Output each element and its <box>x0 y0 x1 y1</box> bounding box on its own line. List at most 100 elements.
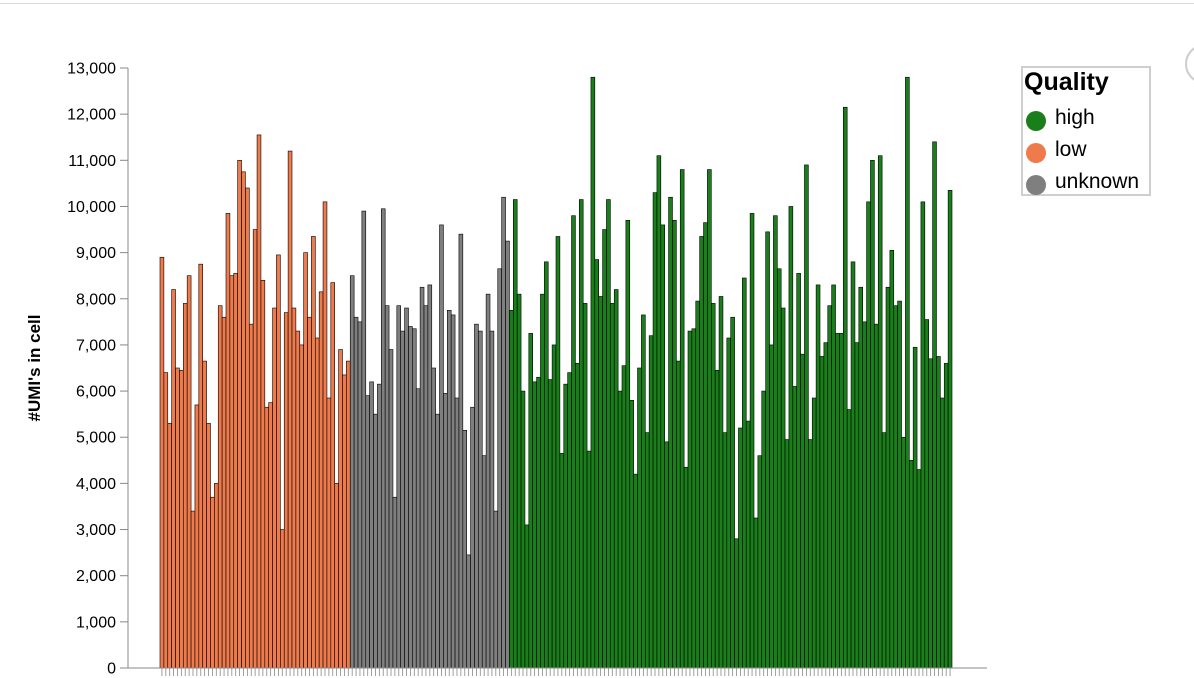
bar-unknown[interactable] <box>404 307 409 669</box>
bar-high[interactable] <box>679 169 685 669</box>
bar-unknown[interactable] <box>357 321 363 669</box>
bar-unknown[interactable] <box>489 330 495 669</box>
bar-high[interactable] <box>722 432 728 669</box>
bar-low[interactable] <box>190 510 196 669</box>
bar-high[interactable] <box>850 261 856 669</box>
bar-low[interactable] <box>295 330 301 669</box>
bar-high[interactable] <box>644 432 650 669</box>
legend-item-low[interactable]: low <box>1023 136 1151 166</box>
bar-unknown[interactable] <box>408 326 413 669</box>
bar-high[interactable] <box>551 344 557 669</box>
bar-low[interactable] <box>221 316 227 669</box>
bar-low[interactable] <box>206 423 211 669</box>
bar-high[interactable] <box>734 538 739 669</box>
bar-low[interactable] <box>338 349 343 669</box>
bar-high[interactable] <box>796 273 801 669</box>
bar-unknown[interactable] <box>396 305 402 669</box>
bar-high[interactable] <box>520 390 526 669</box>
bar-low[interactable] <box>303 252 308 669</box>
bar-high[interactable] <box>749 213 755 669</box>
bar-high[interactable] <box>598 296 603 669</box>
bar-high[interactable] <box>854 342 860 669</box>
bar-high[interactable] <box>567 372 572 669</box>
bar-unknown[interactable] <box>412 328 417 669</box>
bar-high[interactable] <box>516 293 522 669</box>
bar-high[interactable] <box>862 321 867 669</box>
bar-unknown[interactable] <box>377 383 382 669</box>
bar-high[interactable] <box>617 390 623 669</box>
bar-unknown[interactable] <box>419 286 425 669</box>
bar-high[interactable] <box>656 155 662 669</box>
bar-high[interactable] <box>710 303 716 669</box>
legend-item-high[interactable]: high <box>1023 104 1151 134</box>
bar-unknown[interactable] <box>485 293 491 669</box>
bar-unknown[interactable] <box>388 349 394 669</box>
bar-high[interactable] <box>819 356 825 669</box>
bar-high[interactable] <box>687 330 693 669</box>
bar-high[interactable] <box>652 192 658 669</box>
bar-high[interactable] <box>780 307 786 669</box>
bar-unknown[interactable] <box>478 330 483 669</box>
bar-low[interactable] <box>171 289 176 669</box>
bar-low[interactable] <box>346 360 351 669</box>
bar-high[interactable] <box>660 224 666 669</box>
bar-low[interactable] <box>280 529 285 669</box>
bar-high[interactable] <box>912 346 918 669</box>
bar-high[interactable] <box>858 286 864 669</box>
bar-high[interactable] <box>571 215 576 669</box>
bar-high[interactable] <box>633 473 638 669</box>
bar-unknown[interactable] <box>458 233 464 669</box>
bar-high[interactable] <box>870 160 875 669</box>
bar-high[interactable] <box>928 358 933 669</box>
bar-high[interactable] <box>889 250 895 669</box>
bar-unknown[interactable] <box>462 430 468 669</box>
bar-low[interactable] <box>182 303 188 669</box>
bar-high[interactable] <box>831 284 836 669</box>
bar-low[interactable] <box>291 307 297 669</box>
bar-high[interactable] <box>606 199 611 669</box>
bar-high[interactable] <box>555 236 561 669</box>
bar-high[interactable] <box>842 106 848 669</box>
bar-high[interactable] <box>936 356 941 669</box>
bar-low[interactable] <box>314 337 320 669</box>
bar-high[interactable] <box>788 206 794 669</box>
bar-high[interactable] <box>808 439 813 669</box>
bar-high[interactable] <box>641 314 646 669</box>
bar-high[interactable] <box>707 169 712 669</box>
bar-low[interactable] <box>252 229 258 669</box>
bar-high[interactable] <box>703 222 708 669</box>
bar-high[interactable] <box>676 360 681 669</box>
bar-high[interactable] <box>613 289 619 669</box>
bar-high[interactable] <box>874 323 879 669</box>
bar-high[interactable] <box>905 76 910 669</box>
bar-high[interactable] <box>602 229 607 669</box>
bar-high[interactable] <box>811 397 817 669</box>
bar-high[interactable] <box>578 199 584 669</box>
bar-unknown[interactable] <box>353 316 359 669</box>
bar-high[interactable] <box>610 303 615 669</box>
bar-high[interactable] <box>629 400 634 669</box>
bar-high[interactable] <box>637 367 642 669</box>
bar-high[interactable] <box>668 196 673 669</box>
bar-low[interactable] <box>186 275 192 669</box>
bar-high[interactable] <box>757 455 763 669</box>
bar-high[interactable] <box>691 328 697 669</box>
bar-high[interactable] <box>877 155 883 669</box>
bar-unknown[interactable] <box>470 406 475 669</box>
bar-unknown[interactable] <box>439 224 444 669</box>
bar-high[interactable] <box>908 460 914 669</box>
bar-high[interactable] <box>742 277 747 669</box>
bar-high[interactable] <box>881 432 887 669</box>
bar-high[interactable] <box>575 363 580 669</box>
bar-high[interactable] <box>947 190 953 669</box>
bar-high[interactable] <box>714 370 720 669</box>
bar-high[interactable] <box>776 268 782 669</box>
bar-high[interactable] <box>943 363 949 669</box>
bar-low[interactable] <box>245 187 250 669</box>
bar-low[interactable] <box>179 370 184 669</box>
bar-unknown[interactable] <box>373 413 378 669</box>
bar-low[interactable] <box>248 323 254 669</box>
bar-unknown[interactable] <box>493 510 499 669</box>
bar-high[interactable] <box>885 286 891 669</box>
bar-high[interactable] <box>528 333 534 669</box>
